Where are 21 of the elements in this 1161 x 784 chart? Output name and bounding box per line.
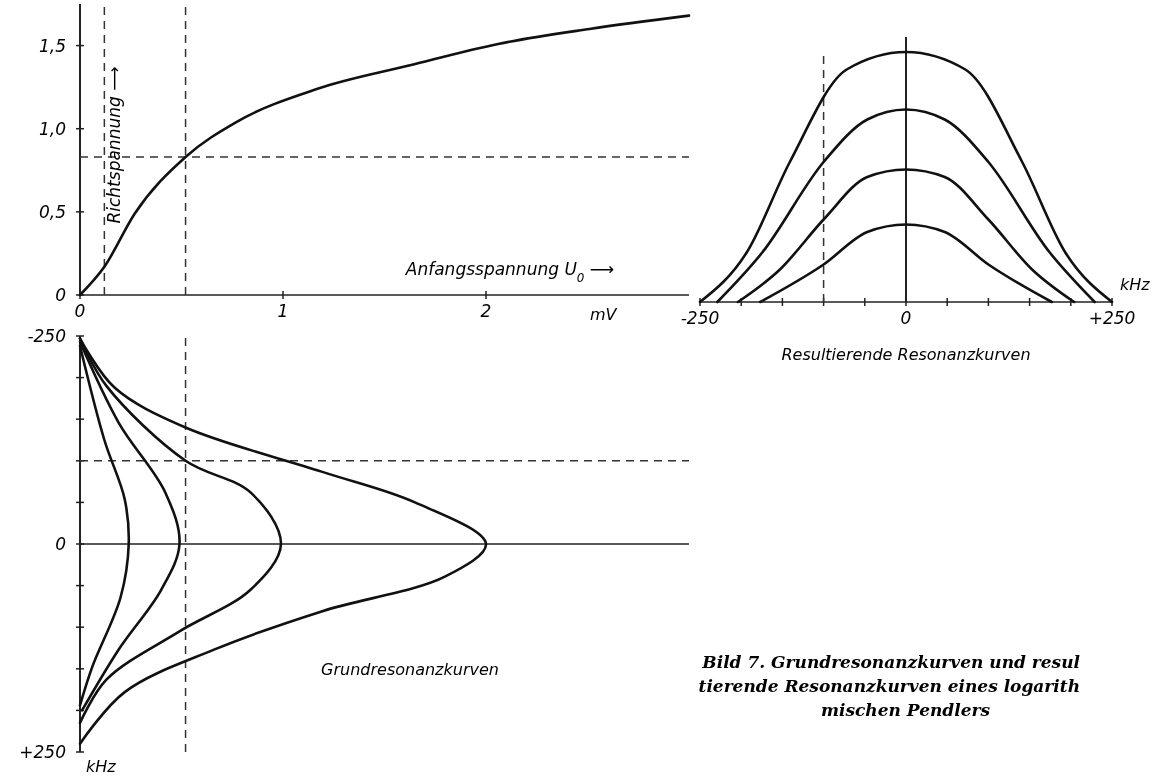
text: Grundresonanzkurven — [321, 660, 499, 679]
text: kHz — [86, 757, 117, 776]
text: Bild 7. Grundresonanzkurven und resul tierende Resonanzkurven eines logarith mischen Pendlers — [698, 652, 1081, 720]
y-tick-label: +250 — [19, 742, 66, 762]
y-tick-label: 0,5 — [38, 201, 66, 222]
x-tick-label: 0 — [74, 301, 86, 321]
y-tick-label: 0 — [55, 534, 66, 554]
x-tick-label: -250 — [680, 308, 720, 328]
x-tick-label: 1 — [277, 301, 289, 321]
text: Resultierende Resonanzkurven — [781, 345, 1031, 364]
text: kHz — [1120, 275, 1151, 294]
y-tick-label: 0 — [55, 285, 66, 305]
x-axis-title: Anfangsspannung U$_{0}$ ⟶ — [404, 259, 615, 285]
text: mV — [590, 305, 618, 324]
y-tick-label: -250 — [27, 326, 66, 346]
x-tick-label: 0 — [900, 308, 912, 328]
x-tick-label: 2 — [480, 301, 492, 321]
y-tick-label: 1,5 — [38, 35, 66, 56]
y-axis-title: Richtspannung ⟶ — [104, 66, 124, 224]
x-tick-label: +250 — [1088, 308, 1136, 328]
y-tick-label: 1,0 — [38, 118, 66, 139]
